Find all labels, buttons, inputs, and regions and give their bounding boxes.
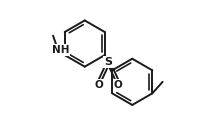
Text: O: O [113,80,122,90]
Text: S: S [105,57,112,67]
Text: O: O [95,80,104,90]
Text: NH: NH [52,45,69,55]
